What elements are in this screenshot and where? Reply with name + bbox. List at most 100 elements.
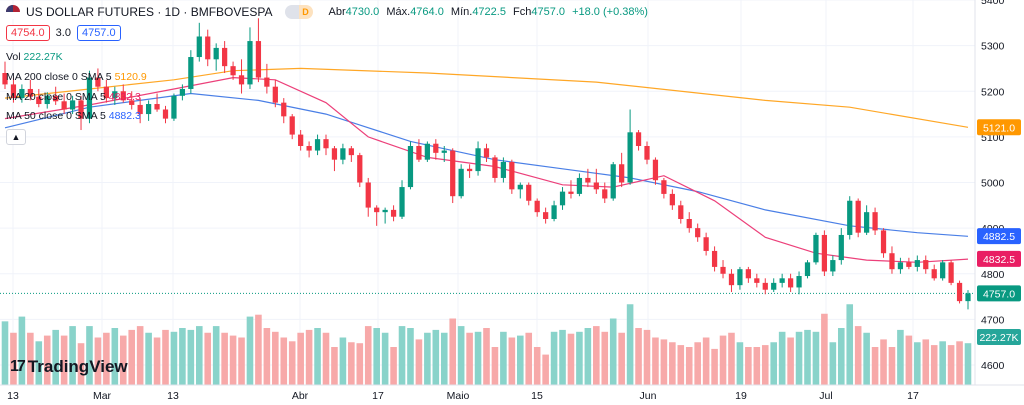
legend-ma200[interactable]: MA 200 close 0 SMA 5 5120.9 <box>6 71 147 83</box>
candle-body <box>112 91 118 99</box>
volume-bar <box>905 335 913 385</box>
volume-bar <box>576 331 583 385</box>
candle-body <box>53 95 59 102</box>
volume-bar <box>837 328 845 385</box>
volume-bar <box>1 321 9 385</box>
legend-ma50[interactable]: MA 50 close 0 SMA 5 4882.3 <box>6 110 141 122</box>
candle-body <box>610 164 616 199</box>
y-tick-label: 5400 <box>981 0 1005 7</box>
candle-body <box>914 260 920 267</box>
candle-body <box>306 146 312 151</box>
volume-bar <box>145 332 152 385</box>
candle-body <box>847 200 853 235</box>
candle-body <box>813 234 819 263</box>
volume-bar <box>162 329 169 385</box>
candle-body <box>940 262 946 279</box>
spread-value: 3.0 <box>55 27 71 39</box>
legend-volume[interactable]: Vol 222.27K <box>6 51 63 63</box>
candle-body <box>652 159 659 181</box>
open-label: Abr <box>328 6 346 18</box>
candle-body <box>390 209 397 217</box>
candle-body <box>500 161 507 178</box>
volume-bar <box>272 331 279 385</box>
volume-bar <box>533 347 541 385</box>
candle-body <box>44 95 50 105</box>
volume-bar <box>567 333 575 385</box>
volume-bar <box>652 337 659 385</box>
candle-body <box>365 182 371 208</box>
x-tick-label: 17 <box>372 390 384 402</box>
candle-body <box>298 134 304 146</box>
volume-bar <box>170 331 178 385</box>
candle-body <box>36 96 42 105</box>
candle-body <box>10 84 17 99</box>
candle-body <box>247 41 253 85</box>
buy-button[interactable]: 4757.0 <box>76 25 121 41</box>
moving-averages <box>4 67 969 263</box>
volume-bar <box>10 332 17 385</box>
low-value: 4722.5 <box>472 6 506 18</box>
pill-d-label: D <box>298 5 313 19</box>
volume-bar <box>829 342 837 385</box>
volume-bar <box>761 345 769 385</box>
high-value: 4764.0 <box>410 6 444 18</box>
volume-bar <box>238 337 245 385</box>
tradingview-logo[interactable]: 17 TradingView <box>10 357 128 377</box>
volume-bar <box>474 331 482 385</box>
candle-body <box>644 146 650 160</box>
volume-bar <box>322 332 330 385</box>
candle-body <box>179 88 186 96</box>
candle-body <box>720 266 726 274</box>
candle-body <box>931 269 937 279</box>
candle-body <box>526 184 532 201</box>
price-tag <box>977 250 1021 267</box>
volume-bar <box>204 332 212 385</box>
candle-body <box>154 104 160 110</box>
vol-label: Vol <box>6 51 21 63</box>
candle-body <box>593 182 599 190</box>
volume-bar <box>660 339 668 385</box>
x-tick-label: 15 <box>531 390 543 402</box>
volume-bar <box>550 331 558 385</box>
volume-bar <box>956 341 963 385</box>
volume-bar <box>719 335 727 385</box>
x-tick-label: 17 <box>907 390 919 402</box>
candle-body <box>830 260 836 272</box>
candle-body <box>779 278 785 283</box>
market-status-pill[interactable]: D <box>284 5 313 19</box>
candle-body <box>686 219 692 229</box>
tradingview-mark: 17 <box>10 358 26 375</box>
candle-body <box>145 104 152 115</box>
candle-body <box>323 139 329 149</box>
volume-bar <box>364 326 372 385</box>
ohlc-readout: Abr4730.0 Máx.4764.0 Mín.4722.5 Fch4757.… <box>329 6 648 18</box>
price-tag-label: 4882.5 <box>983 231 1015 243</box>
chart-header: US DOLLAR FUTURES · 1D · BMFBOVESPA D Ab… <box>6 4 648 20</box>
candle-body <box>230 66 236 76</box>
candle-body <box>838 234 844 261</box>
volume-bar <box>280 337 288 385</box>
volume-bar <box>153 337 161 385</box>
ma50-value: 4882.3 <box>108 110 141 122</box>
candle-body <box>711 250 718 267</box>
legend-ma20[interactable]: MA 20 close 0 SMA 5 4832.3 <box>6 91 141 103</box>
volume-bar <box>702 337 710 385</box>
candle-body <box>762 282 768 290</box>
candle-body <box>314 139 321 151</box>
candle-body <box>509 161 515 190</box>
volume-bar <box>964 343 972 385</box>
volume-bar <box>542 354 549 385</box>
candle-body <box>771 282 777 290</box>
candle-body <box>348 148 354 156</box>
x-tick-label: 13 <box>167 390 179 402</box>
volume-bar <box>255 314 262 385</box>
candle-body <box>95 77 101 87</box>
close-label: Fch <box>513 6 532 18</box>
sell-button[interactable]: 4754.0 <box>6 25 50 41</box>
candlesticks <box>2 18 971 310</box>
symbol-title[interactable]: US DOLLAR FUTURES · 1D · BMFBOVESPA <box>26 5 273 19</box>
chevron-up-icon[interactable]: ▲ <box>6 129 26 145</box>
candle-body <box>872 212 878 231</box>
